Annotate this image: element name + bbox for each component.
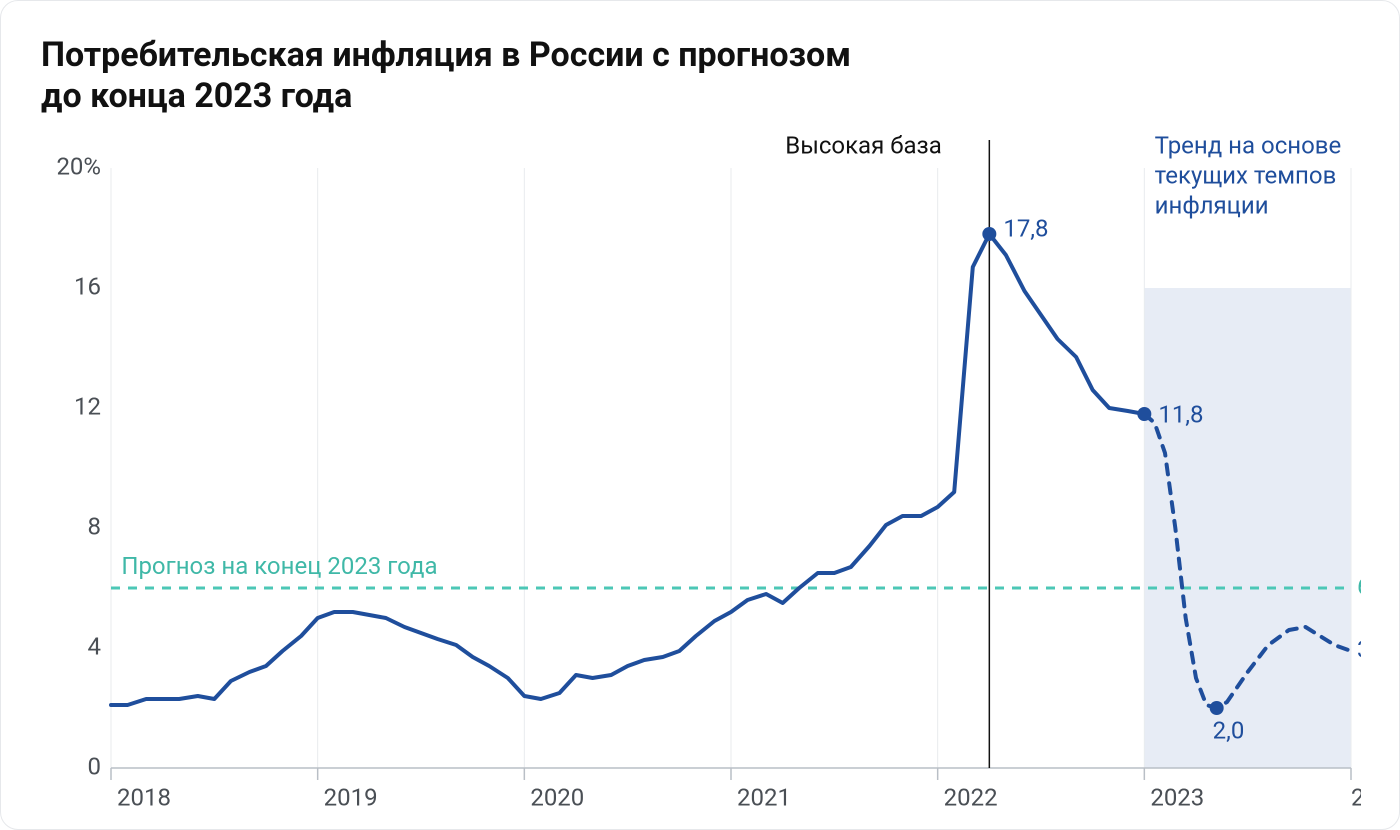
x-tick-label: 2022 xyxy=(944,784,998,812)
x-tick-label: 2019 xyxy=(324,784,378,812)
data-point xyxy=(1210,701,1224,715)
x-tick-label: 2018 xyxy=(117,784,171,812)
y-tick-label: 16 xyxy=(74,272,101,300)
data-point-label: 17,8 xyxy=(1003,214,1048,242)
data-point xyxy=(1137,407,1151,421)
annotation-trend: текущих темпов xyxy=(1155,162,1337,190)
x-tick-label: 2021 xyxy=(737,784,791,812)
annotation-high-base: Высокая база xyxy=(785,132,942,160)
data-point-label: 2,0 xyxy=(1213,716,1245,744)
chart-title: Потребительская инфляция в России с прог… xyxy=(41,35,1359,118)
y-tick-label: 12 xyxy=(74,392,101,420)
y-tick-label: 0 xyxy=(88,752,102,780)
annotation-trend: инфляции xyxy=(1155,192,1269,220)
line-chart-svg: 2018 2019 2020 2021 2022 2023 2024 0 4 8 12 16 20% 17… xyxy=(41,128,1361,828)
y-tick-label: 8 xyxy=(88,512,102,540)
data-point-label: 11,8 xyxy=(1158,400,1203,428)
y-tick-label: 4 xyxy=(88,632,102,660)
annotation-trend: Тренд на основе xyxy=(1155,132,1342,160)
annotation-forecast: Прогноз на конец 2023 года xyxy=(121,552,437,580)
x-tick-label: 2024 xyxy=(1351,784,1361,812)
end-label: 6,0 xyxy=(1357,572,1361,600)
x-tick-label: 2020 xyxy=(530,784,584,812)
end-label: 3,9 xyxy=(1357,635,1361,663)
chart-card: Потребительская инфляция в России с прог… xyxy=(0,0,1400,830)
chart-title-line1: Потребительская инфляция в России с прог… xyxy=(41,35,851,75)
chart-area: 2018 2019 2020 2021 2022 2023 2024 0 4 8 12 16 20% 17… xyxy=(41,128,1359,828)
y-tick-label: 20% xyxy=(56,152,101,180)
chart-title-line2: до конца 2023 года xyxy=(41,76,352,116)
data-point xyxy=(982,227,996,241)
x-tick-label: 2023 xyxy=(1150,784,1204,812)
